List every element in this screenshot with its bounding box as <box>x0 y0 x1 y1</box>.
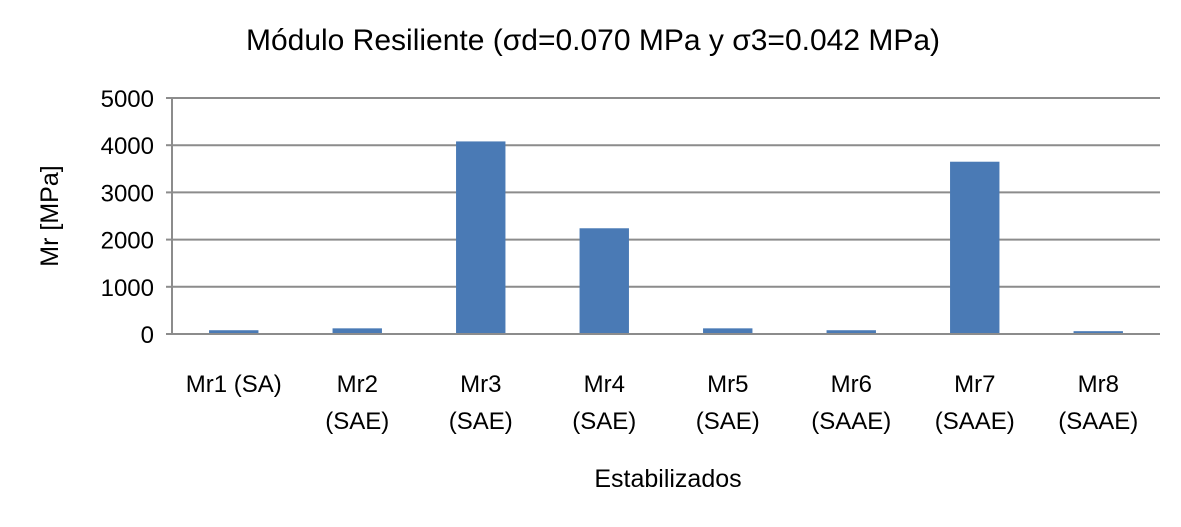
x-category-label: Mr4 <box>584 371 625 398</box>
bar <box>1073 331 1123 334</box>
bar <box>209 330 259 334</box>
x-category-label: (SAE) <box>325 408 389 435</box>
y-tick-label: 1000 <box>101 275 154 302</box>
x-category-label: Mr8 <box>1078 371 1119 398</box>
y-tick-label: 5000 <box>101 86 154 113</box>
axes <box>166 97 1160 335</box>
bar <box>332 328 382 334</box>
x-category-label: Mr7 <box>954 371 995 398</box>
x-category-labels: Mr1 (SA) Mr2 (SAE) Mr3 (SAE) Mr4 (SAE) Mr5 (SAE)… <box>186 371 1139 435</box>
x-category-label: (SAE) <box>449 408 513 435</box>
x-axis-title: Estabilizados <box>594 465 741 493</box>
x-category-label: (SAE) <box>572 408 636 435</box>
bar <box>579 228 629 334</box>
bar <box>826 330 876 334</box>
x-category-label: Mr5 <box>707 371 748 398</box>
x-category-label: (SAAE) <box>935 408 1015 435</box>
bars <box>209 141 1123 334</box>
y-tick-label: 0 <box>141 322 154 349</box>
y-tick-label: 2000 <box>101 228 154 255</box>
chart-title: Módulo Resiliente (σd=0.070 MPa y σ3=0.0… <box>246 24 940 57</box>
bar <box>703 328 753 334</box>
bar <box>456 141 506 334</box>
y-tick-label: 4000 <box>101 133 154 160</box>
x-category-label: (SAAE) <box>811 408 891 435</box>
x-category-label: Mr6 <box>831 371 872 398</box>
y-tick-labels: 0 1000 2000 3000 4000 5000 <box>101 86 154 349</box>
x-category-label: Mr2 <box>337 371 378 398</box>
y-axis-title: Mr [MPa] <box>36 165 64 266</box>
bar <box>950 161 1000 334</box>
x-category-label: Mr3 <box>460 371 501 398</box>
grid-lines <box>172 97 1160 288</box>
x-category-label: Mr1 (SA) <box>186 371 282 398</box>
y-tick-label: 3000 <box>101 180 154 207</box>
x-category-label: (SAAE) <box>1058 408 1138 435</box>
x-category-label: (SAE) <box>696 408 760 435</box>
